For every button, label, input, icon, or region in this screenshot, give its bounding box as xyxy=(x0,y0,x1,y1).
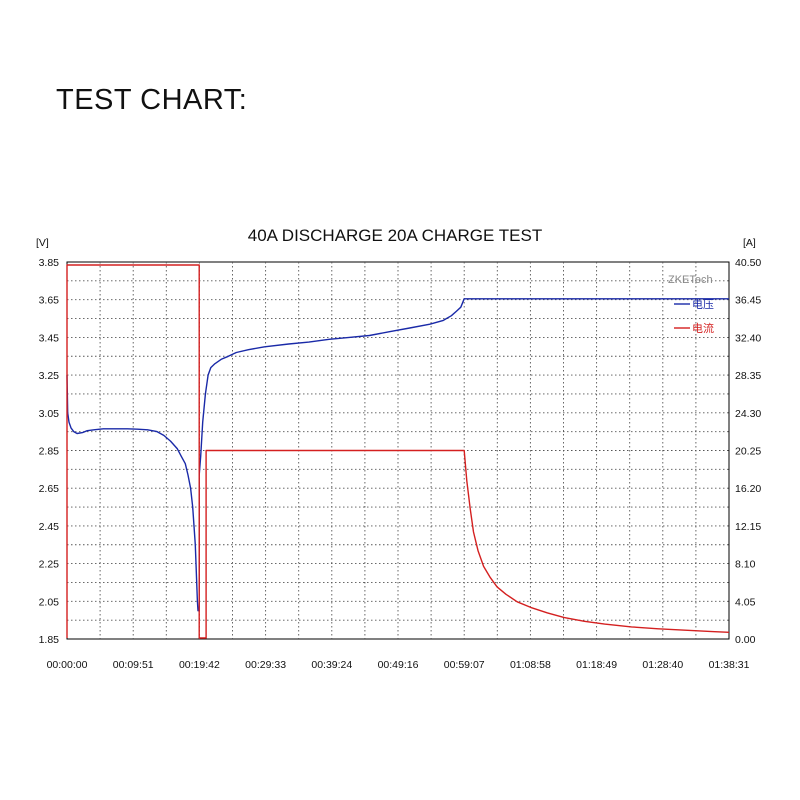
y-left-tick-label: 2.25 xyxy=(39,559,60,571)
y-right-tick-label: 36.45 xyxy=(735,295,761,307)
x-tick-label: 00:59:07 xyxy=(444,659,485,671)
y-left-tick-label: 3.65 xyxy=(39,295,60,307)
legend-label: 电流 xyxy=(692,321,714,335)
x-tick-label: 01:08:58 xyxy=(510,659,551,671)
axis-ticks: 3.85 3.65 3.45 3.25 3.05 2.85 2.65 2.45 2.25 2.05… xyxy=(39,257,762,671)
legend-label: 电压 xyxy=(692,298,714,311)
y-left-tick-label: 3.45 xyxy=(39,332,60,344)
y-right-tick-label: 12.15 xyxy=(735,521,761,533)
y-left-tick-label: 2.65 xyxy=(39,483,60,495)
watermark-label: ZKETech xyxy=(668,274,713,286)
y-left-tick-label: 3.85 xyxy=(39,257,60,269)
y-left-tick-label: 2.05 xyxy=(39,596,60,608)
y-right-tick-label: 16.20 xyxy=(735,483,761,495)
right-axis-unit: [A] xyxy=(743,237,756,249)
y-right-tick-label: 0.00 xyxy=(735,634,756,646)
x-tick-label: 00:00:00 xyxy=(47,659,88,671)
y-right-tick-label: 40.50 xyxy=(735,257,761,269)
x-tick-label: 00:39:24 xyxy=(311,659,352,671)
y-right-tick-label: 4.05 xyxy=(735,596,756,608)
y-left-tick-label: 2.85 xyxy=(39,446,60,458)
x-tick-label: 01:38:31 xyxy=(709,659,750,671)
x-tick-label: 01:18:49 xyxy=(576,659,617,671)
x-tick-label: 00:09:51 xyxy=(113,659,154,671)
y-left-tick-label: 3.05 xyxy=(39,408,60,420)
y-left-tick-label: 3.25 xyxy=(39,370,60,382)
x-tick-label: 00:19:42 xyxy=(179,659,220,671)
y-left-tick-label: 2.45 xyxy=(39,521,60,533)
y-right-tick-label: 8.10 xyxy=(735,559,756,571)
series-line xyxy=(66,298,729,612)
y-right-tick-label: 24.30 xyxy=(735,408,761,420)
x-tick-label: 00:29:33 xyxy=(245,659,286,671)
series-lines xyxy=(66,264,730,639)
left-axis-unit: [V] xyxy=(36,237,49,249)
chart-title: 40A DISCHARGE 20A CHARGE TEST xyxy=(248,226,542,245)
x-tick-label: 00:49:16 xyxy=(378,659,419,671)
y-right-tick-label: 28.35 xyxy=(735,370,761,382)
y-left-tick-label: 1.85 xyxy=(39,634,60,646)
y-right-tick-label: 32.40 xyxy=(735,332,761,344)
page-heading: TEST CHART: xyxy=(56,84,248,116)
y-right-tick-label: 20.25 xyxy=(735,446,761,458)
x-tick-label: 01:28:40 xyxy=(642,659,683,671)
series-line xyxy=(66,264,730,639)
